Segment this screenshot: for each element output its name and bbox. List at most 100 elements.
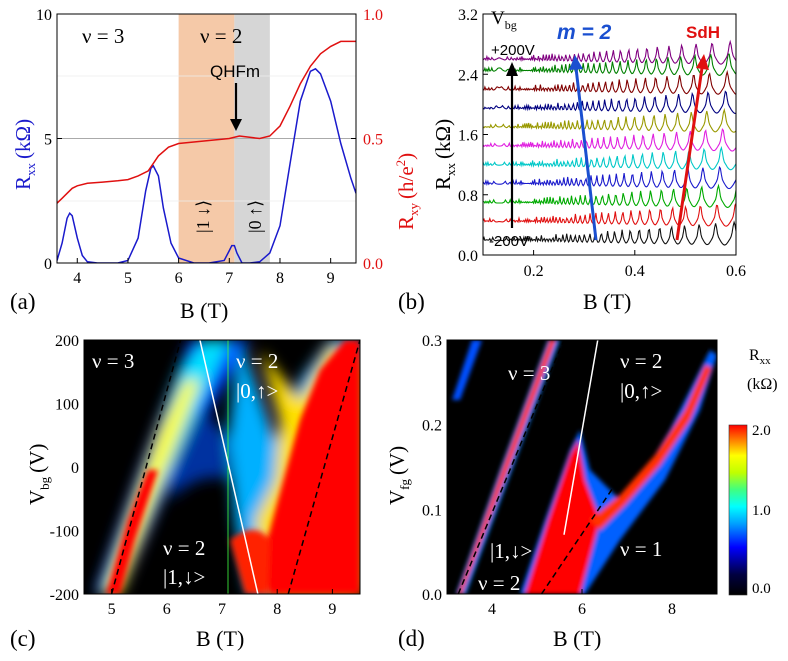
x-tick-label: 0.4 <box>625 263 645 280</box>
annotation-state-down: |1,↓> <box>163 565 205 589</box>
panel-label-b: (b) <box>398 289 425 314</box>
x-axis-ticks: 4 5 6 7 8 9 <box>73 258 335 287</box>
right-axis-label: Rxy(h/e2) <box>393 153 421 230</box>
annotation-qhfm: QHFm <box>210 62 260 81</box>
colorbar-tick-label: 2.0 <box>752 423 771 439</box>
y-axis-label: Vbg(V) <box>25 444 52 505</box>
x-tick-label: 8 <box>276 270 284 287</box>
rxx-trace <box>483 107 736 133</box>
x-axis-label: B (T) <box>583 289 631 314</box>
x-tick-label: 0.6 <box>726 263 746 280</box>
annotation-nu3: ν = 3 <box>92 349 134 373</box>
x-tick-label: 0.2 <box>524 263 544 280</box>
y-axis-label: Rxx(kΩ) <box>431 119 458 190</box>
annotation-level-up: |0 ↑⟩ <box>245 200 265 233</box>
y-tick-label: 0.1 <box>422 502 442 519</box>
y-tick-label: 3.2 <box>458 7 478 24</box>
annotation-nu2: ν = 2 <box>200 24 242 48</box>
dashed-guide-nu2 <box>287 340 360 594</box>
colorbar-tick-label: 0.0 <box>752 581 771 597</box>
y-tick-label: -100 <box>50 524 79 541</box>
x-tick-label: 5 <box>108 601 116 618</box>
m2-arrowhead <box>569 55 583 70</box>
annotation-nu3: ν = 3 <box>82 24 124 48</box>
y-right-tick-label: 0.0 <box>363 256 383 273</box>
dashed-guide-nu2 <box>540 340 714 594</box>
panel-label-a: (a) <box>10 289 36 314</box>
annotation-nu2-top: ν = 2 <box>620 349 662 373</box>
y-tick-label: 2.4 <box>458 67 478 84</box>
y-axis-ticks: 0.0 0.1 0.2 0.3 <box>422 333 452 604</box>
x-tick-label: 4 <box>73 270 81 287</box>
annotation-sdh: SdH <box>686 23 720 42</box>
y-tick-label: 0 <box>44 256 52 273</box>
panel-label-c: (c) <box>10 626 36 651</box>
white-boundary-line <box>563 340 599 535</box>
annotation-bottom-voltage: -200V <box>489 233 529 250</box>
heatmap-band-nu3-core <box>458 340 556 594</box>
y-right-tick-label: 0.5 <box>363 132 383 149</box>
x-tick-label: 7 <box>225 270 233 287</box>
panel-label-d: (d) <box>398 626 425 651</box>
dashed-guide-nu3 <box>110 340 182 594</box>
rxx-trace <box>483 203 736 227</box>
x-axis-label: B (T) <box>196 626 244 651</box>
y-tick-label: 0.8 <box>458 188 478 205</box>
rxx-trace <box>483 183 736 208</box>
x-tick-label: 8 <box>273 601 281 618</box>
heatmap-peak-nu3 <box>106 470 158 594</box>
y-tick-label: 5 <box>44 132 52 149</box>
rxx-trace <box>483 145 736 171</box>
y-tick-label: 0.0 <box>458 248 478 265</box>
x-axis-ticks: 5 6 7 8 9 <box>108 589 336 618</box>
y-axis-ticks: -200 -100 0 100 200 <box>50 333 89 604</box>
annotation-nu2-top: ν = 2 <box>236 349 278 373</box>
annotation-nu3: ν = 3 <box>508 361 550 385</box>
rxx-traces <box>483 39 736 246</box>
m2-arrow <box>574 67 598 241</box>
right-axis-ticks: 0.0 0.5 1.0 <box>351 7 383 273</box>
x-axis-ticks: 0.2 0.4 0.6 <box>524 250 746 280</box>
annotation-nu2-bottom: ν = 2 <box>478 571 520 595</box>
y-tick-label: 1.6 <box>458 128 478 145</box>
white-boundary-line <box>199 340 259 594</box>
heatmap-band-nu1-core <box>590 365 712 530</box>
rxx-trace <box>483 69 736 95</box>
rxy-curve <box>57 40 356 204</box>
annotation-nu2-bottom: ν = 2 <box>163 536 205 560</box>
y-tick-label: 0.0 <box>422 587 442 604</box>
rxx-curve <box>57 67 356 263</box>
y-tick-label: 10 <box>36 7 52 24</box>
colorbar <box>729 425 747 595</box>
rxx-trace <box>483 128 736 152</box>
x-tick-label: 8 <box>668 601 676 618</box>
colorbar-ticks: 0.0 1.0 2.0 <box>752 423 771 597</box>
annotation-m2: m = 2 <box>557 21 612 44</box>
x-tick-label: 7 <box>218 601 226 618</box>
annotation-nu1: ν = 1 <box>620 537 662 561</box>
y-tick-label: 0.3 <box>422 333 442 350</box>
sdh-arrowhead <box>696 54 709 70</box>
vbg-arrowhead <box>506 62 518 76</box>
x-tick-label: 6 <box>163 601 171 618</box>
x-axis-label: B (T) <box>553 626 601 651</box>
annotation-vbg: Vbg <box>491 8 517 32</box>
panel-b: 0.2 0.4 0.6 0.0 0.8 1.6 2.4 3.2 Vbg +200V -200… <box>398 7 746 314</box>
annotation-state-down: |1,↓> <box>490 539 532 563</box>
heatmap-band-nu2-core <box>525 440 600 594</box>
y-right-tick-label: 1.0 <box>363 7 383 24</box>
left-axis-ticks: 0 5 10 <box>36 7 62 273</box>
heatmap-peak-nu2 <box>262 340 360 594</box>
heatmap-d <box>447 340 717 594</box>
annotation-state-up: |0,↑> <box>236 379 278 403</box>
colorbar-title: Rxx <box>749 347 771 367</box>
rxx-trace <box>483 39 736 65</box>
annotation-state-up: |0,↑> <box>620 379 662 403</box>
y-tick-label: -200 <box>50 587 79 604</box>
x-axis-ticks: 4 6 8 <box>488 589 676 618</box>
annotation-level-down: |1 ↓⟩ <box>193 200 213 233</box>
rxx-trace <box>483 53 736 76</box>
x-tick-label: 5 <box>124 270 132 287</box>
